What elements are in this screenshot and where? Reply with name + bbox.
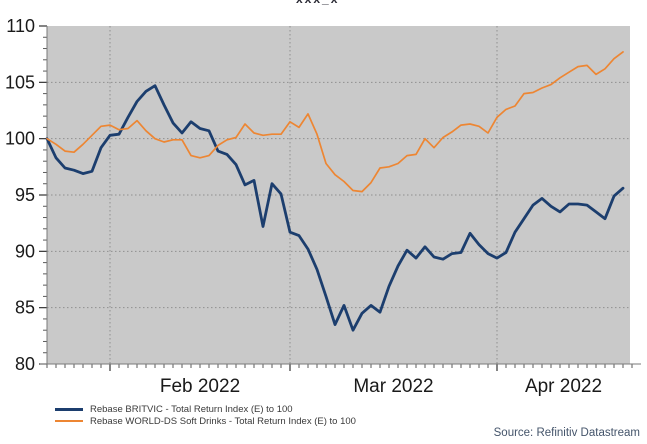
svg-text:90: 90	[15, 241, 35, 261]
svg-text:100: 100	[5, 129, 35, 149]
legend-label-britvic: Rebase BRITVIC - Total Return Index (E) …	[90, 403, 293, 415]
legend-item-britvic: Rebase BRITVIC - Total Return Index (E) …	[55, 403, 356, 415]
svg-text:85: 85	[15, 298, 35, 318]
legend-label-world-ds: Rebase WORLD-DS Soft Drinks - Total Retu…	[90, 415, 356, 427]
svg-text:110: 110	[6, 16, 35, 36]
britvic-line-swatch-icon	[55, 407, 83, 411]
world-ds-line-swatch-icon	[55, 420, 83, 422]
svg-text:Feb 2022: Feb 2022	[160, 376, 240, 397]
source-attribution: Source: Refinitiv Datastream	[493, 427, 640, 439]
svg-text:Apr 2022: Apr 2022	[525, 376, 602, 397]
svg-text:95: 95	[15, 185, 35, 205]
clipped-title-fragment: xxx_x	[296, 0, 376, 5]
svg-text:105: 105	[5, 72, 35, 92]
chart-legend: Rebase BRITVIC - Total Return Index (E) …	[55, 403, 356, 427]
legend-item-world-ds-soft-drinks: Rebase WORLD-DS Soft Drinks - Total Retu…	[55, 415, 356, 427]
svg-text:Mar 2022: Mar 2022	[353, 376, 433, 397]
svg-text:80: 80	[15, 354, 35, 374]
line-chart-canvas: Feb 2022 Mar 2022 Apr 2022 80 85 90 95 100 105 11…	[5, 16, 641, 397]
